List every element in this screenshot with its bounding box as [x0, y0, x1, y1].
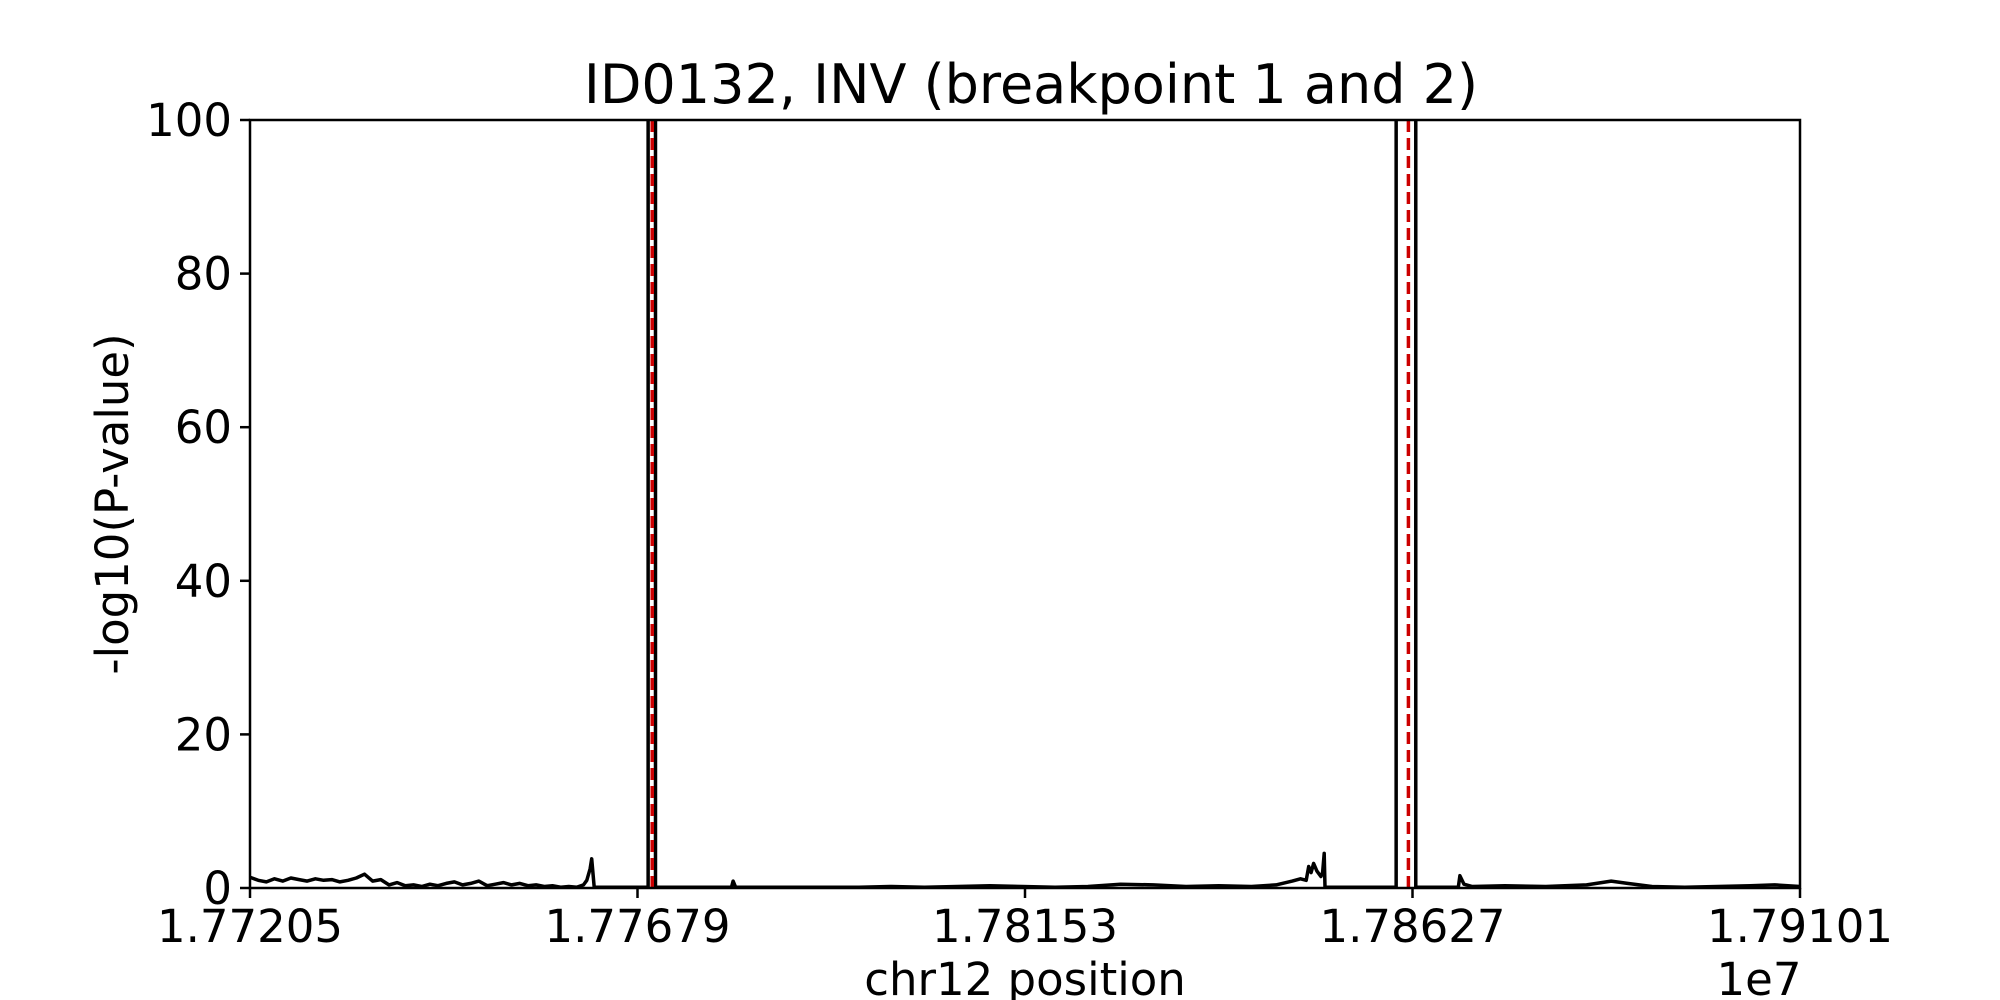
series-line-segment-3 — [1415, 873, 1801, 889]
axis-ticks: 0 20 40 60 80 100 1.77205 1.77679 1.78153 1.78627… — [146, 94, 1893, 953]
x-tick-label: 1.78627 — [1319, 900, 1505, 953]
y-axis-label: -log10(P-value) — [86, 333, 139, 674]
y-tick-label: 40 — [175, 555, 232, 608]
y-tick-label: 0 — [203, 862, 232, 915]
x-tick-label: 1.78153 — [932, 900, 1118, 953]
y-tick-label: 20 — [175, 708, 232, 761]
x-tick-label: 1.77205 — [157, 900, 343, 953]
x-axis-label: chr12 position — [864, 953, 1186, 1000]
chart-title: ID0132, INV (breakpoint 1 and 2) — [584, 53, 1478, 116]
y-tick-label: 60 — [175, 401, 232, 454]
x-tick-label: 1.77679 — [544, 900, 730, 953]
x-offset-label: 1e7 — [1717, 953, 1802, 1000]
x-tick-label: 1.79101 — [1707, 900, 1893, 953]
series-line-segment-1 — [249, 857, 649, 889]
series-line-segment-2 — [655, 851, 1397, 889]
y-tick-label: 100 — [146, 94, 232, 147]
plot-area — [249, 120, 1801, 889]
y-tick-label: 80 — [175, 248, 232, 301]
plot-frame — [248, 118, 1802, 890]
